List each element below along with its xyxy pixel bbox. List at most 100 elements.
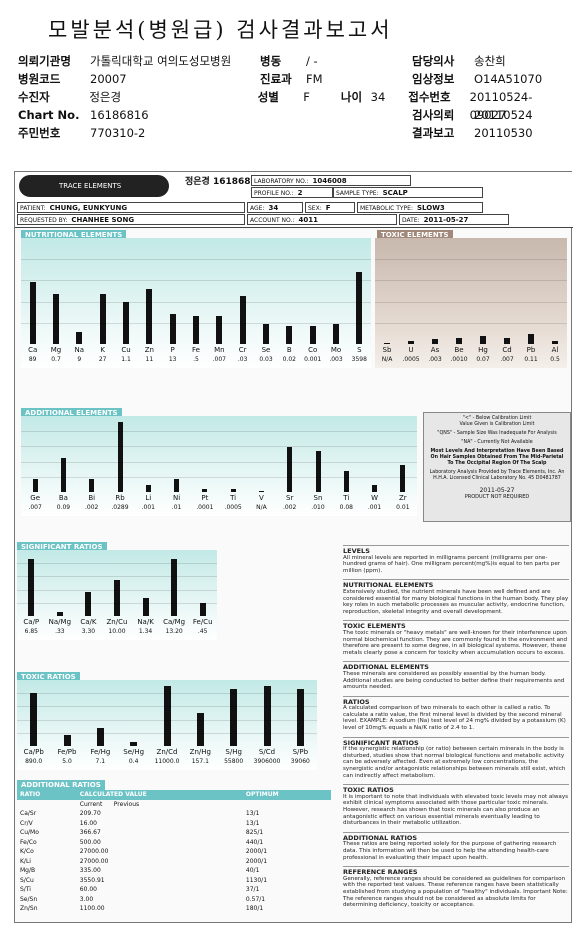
table-row: S/Ti 60.00 37/1 [17,885,331,895]
chart-bar [30,693,38,746]
element-label: Zn/Cd [156,748,178,756]
table-row: K/Li 27000.00 2000/1 [17,857,331,867]
table-cell: Zn/Sn [20,905,38,913]
value-label: .03 [237,356,248,363]
chart-bar [202,489,208,492]
element-label: V [259,494,264,502]
element-label: P [170,346,175,354]
chart-bar [400,465,406,492]
chart-bar [287,446,293,492]
value-label: 6.85 [24,628,38,635]
info-row: 주민번호 770310-2 결과보고 20110530 [18,124,568,142]
element-label: Fe/Pb [57,748,77,756]
lab-no-field: LABORATORY NO.: 1046008 [251,175,411,186]
table-row: Fe/Co 500.00 440/1 [17,838,331,848]
chart-bar [504,338,510,344]
element-label: Na/K [137,618,154,626]
chart-bar [528,334,534,344]
table-cell: 60.00 [79,886,97,894]
value-label: 39060 [290,758,310,765]
value-label: 11000.0 [154,758,180,765]
table-cell: 1130/1 [245,876,268,884]
value-label: 0.001 [304,356,322,363]
table-cell: S/Cu [20,876,34,884]
value-label: 0.02 [282,356,296,363]
chart-bar [123,302,129,344]
value-label: 10.00 [108,628,126,635]
element-label: As [430,346,440,354]
explanation-text: LEVELS All mineral levels are reported in… [343,540,569,909]
element-label: Na [74,346,85,354]
value-label: N/A [256,504,267,511]
col-optimum: OPTIMUM [242,790,331,800]
section-body: Generally, reference ranges should be co… [343,875,568,909]
value-label: .5 [193,356,199,363]
info-value: 34 [370,90,386,104]
chart-bar [174,479,180,492]
value-label: .001 [141,504,155,511]
section-body: Extensively studied, the nutrient minera… [343,588,569,615]
chart-bar [76,332,83,344]
value-label: N/A [381,356,393,363]
chart-bar [315,451,321,492]
info-label: 주민번호 [18,126,61,140]
table-cell: 16.00 [79,819,97,827]
chart-bar [552,341,558,344]
element-label: Ca [28,346,38,354]
section-heading: RATIOS [343,695,569,706]
tox-ratios-chart: Ca/Pb 890.0 Fe/Pb 5.0 Fe/Hg 7.1 Se/Hg 0.4 Zn/Cd 1… [17,680,317,770]
metabolic-value: SLOW3 [416,204,445,212]
table-cell: 1100.00 [79,905,105,913]
element-label: Ba [58,494,68,502]
info-label [260,106,306,124]
chart-bar [296,689,304,746]
info-value: 20110530 [474,126,533,140]
element-label: Ti [230,494,237,502]
section-heading: SIGNIFICANT RATIOS [343,736,569,747]
profile-value: 2 [297,189,303,197]
value-label: 157.1 [191,758,209,765]
element-label: Mo [330,346,342,354]
table-row: Ca/Sr 209.70 13/1 [17,809,331,819]
value-label: .002 [85,504,99,511]
info-value: 송찬희 [474,54,506,68]
element-label: Hg [478,346,488,354]
chart-bar [32,479,38,492]
value-label: .003 [329,356,343,363]
element-label: Zr [399,494,407,502]
value-label: 7.1 [95,758,106,765]
value-label: 0.01 [396,504,410,511]
sex-value: F [325,204,331,212]
sig-ratios-title: SIGNIFICANT RATIOS [17,542,107,552]
element-label: Rb [115,494,125,502]
chart-bar [145,485,151,492]
chart-bar [163,686,171,746]
additional-title: ADDITIONAL ELEMENTS [21,408,122,418]
table-cell: Ca/Sr [20,810,37,818]
table-cell: Se/Sn [20,895,38,903]
grid-line [17,719,317,721]
grid-line [17,732,317,734]
chart-bar [384,343,390,344]
table-cell: 2000/1 [245,857,268,865]
account-field: ACCOUNT NO.: 4011 [247,214,397,225]
info-row: Chart No. 16186816 검사의뢰 20110524 [18,106,568,124]
element-label: Be [454,346,464,354]
section-body: These ratios are being reported solely f… [343,841,557,861]
table-row: Se/Sn 3.00 0.57/1 [17,895,331,905]
chart-bar [53,294,59,344]
table-cell: 366.67 [79,829,101,837]
chart-bar [216,316,223,344]
section-heading: REFERENCE RANGES [343,866,569,876]
element-label: Sn [313,494,323,502]
chart-bar [99,294,106,344]
value-label: 0.11 [524,356,538,363]
table-cell: 13/1 [245,819,260,827]
chart-bar [230,689,238,746]
value-label: 1.34 [138,628,153,635]
grid-line [17,576,217,578]
col-calculated: CALCULATED VALUE [76,790,243,800]
chart-bar [142,598,149,616]
value-label: 89 [28,356,37,363]
grid-line [17,589,217,591]
